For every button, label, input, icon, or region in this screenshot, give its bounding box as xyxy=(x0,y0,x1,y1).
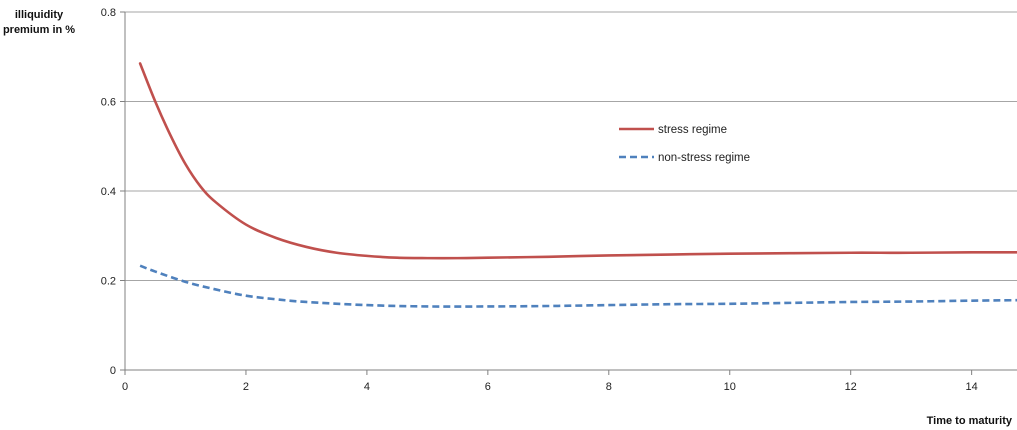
x-tick-label: 4 xyxy=(364,381,370,393)
series-layer xyxy=(138,62,1017,308)
x-tick-label: 0 xyxy=(122,381,128,393)
y-tick-label: 0 xyxy=(110,365,116,377)
y-axis-title-line-1: illiquidity xyxy=(15,9,64,21)
y-tick-label: 0.4 xyxy=(101,186,116,198)
tick-labels: 0 0.2 0.4 0.6 0.8 0 2 4 6 8 10 12 14 xyxy=(101,7,978,393)
y-tick-label: 0.6 xyxy=(101,97,116,109)
legend: stress regime non-stress regime xyxy=(619,124,750,164)
y-axis-title-line-2: premium in % xyxy=(3,24,75,36)
legend-label-non-stress-regime: non-stress regime xyxy=(658,152,750,164)
series-line-non-stress-regime xyxy=(139,264,1017,308)
y-tick-label: 0.2 xyxy=(101,276,116,288)
y-tick-label: 0.8 xyxy=(101,7,116,19)
x-tick-label: 2 xyxy=(243,381,249,393)
x-axis-title: Time to maturity xyxy=(927,415,1013,427)
gridlines xyxy=(125,11,1017,281)
legend-label-stress-regime: stress regime xyxy=(658,124,727,136)
x-tick-label: 8 xyxy=(606,381,612,393)
x-tick-label: 10 xyxy=(724,381,736,393)
series-line-stress-regime xyxy=(138,62,1017,260)
x-tick-label: 12 xyxy=(845,381,857,393)
axes xyxy=(120,11,1017,375)
x-tick-label: 14 xyxy=(966,381,978,393)
x-tick-label: 6 xyxy=(485,381,491,393)
